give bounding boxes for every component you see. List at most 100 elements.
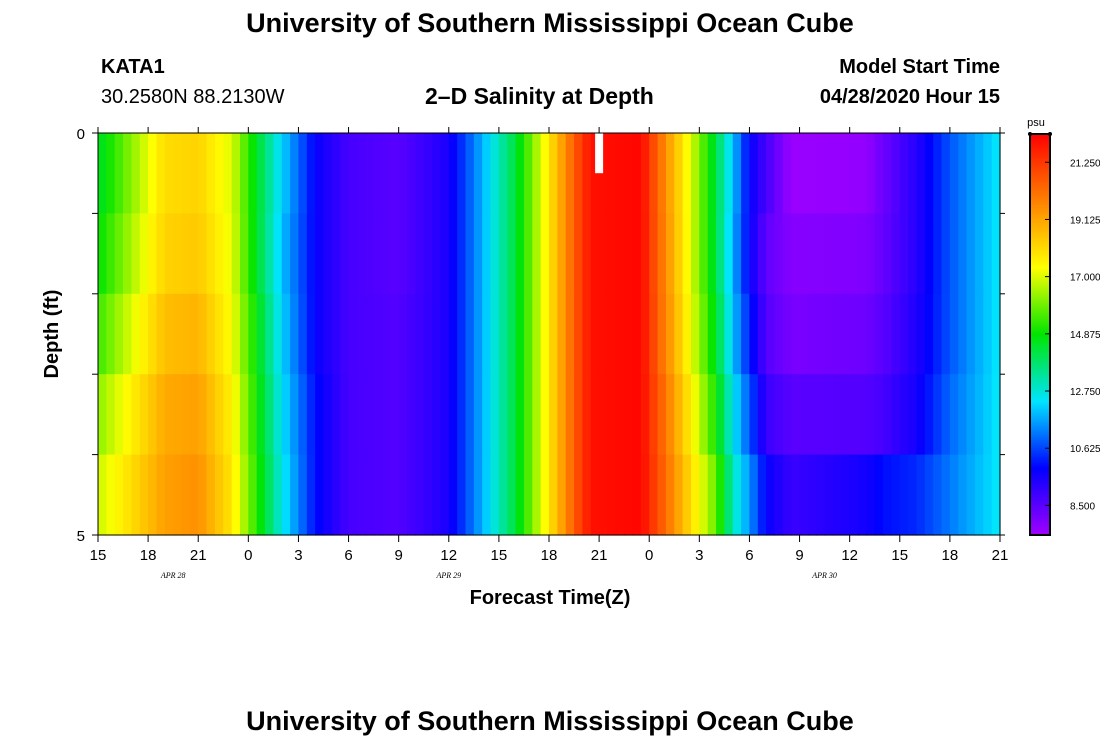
heatmap-cell <box>540 213 550 295</box>
heatmap-cell <box>448 213 458 295</box>
model-start-value: 04/28/2020 Hour 15 <box>819 86 1000 108</box>
heatmap-cell <box>866 133 876 214</box>
heatmap-cell <box>181 213 191 295</box>
heatmap-cell <box>849 213 859 295</box>
heatmap-cell <box>632 454 642 536</box>
heatmap-cell <box>131 374 141 456</box>
heatmap-cell <box>632 133 642 214</box>
heatmap-cell <box>473 133 483 214</box>
heatmap-cell <box>941 293 951 375</box>
heatmap-cell <box>265 454 274 536</box>
heatmap-cell <box>482 454 492 536</box>
heatmap-cell <box>858 133 867 214</box>
heatmap-cell <box>549 293 558 375</box>
colorbar <box>1029 133 1051 536</box>
heatmap-cell <box>440 293 450 375</box>
x-tick-label: 0 <box>645 547 653 564</box>
heatmap-cell <box>265 213 274 295</box>
x-tick-label: 6 <box>344 547 352 564</box>
heatmap-cell <box>340 213 350 295</box>
heatmap-cell <box>131 213 141 295</box>
heatmap-cell <box>415 133 425 214</box>
heatmap-cell <box>732 454 742 536</box>
heatmap-cell <box>290 374 300 456</box>
heatmap-cell <box>891 213 901 295</box>
heatmap-cell <box>306 374 316 456</box>
heatmap-cell <box>173 133 183 214</box>
heatmap-cell <box>390 293 400 375</box>
heatmap-cell <box>290 133 300 214</box>
heatmap-cell <box>799 374 809 456</box>
heatmap-cell <box>816 213 826 295</box>
heatmap-cell <box>924 133 934 214</box>
heatmap-cell <box>123 293 133 375</box>
heatmap-cell <box>273 374 283 456</box>
heatmap-cell <box>974 213 984 295</box>
heatmap-cell <box>323 454 333 536</box>
heatmap-cell <box>707 133 717 214</box>
heatmap-cell <box>908 293 918 375</box>
heatmap-cell <box>883 454 893 536</box>
heatmap-cell <box>98 454 107 536</box>
heatmap-cell <box>398 213 408 295</box>
heatmap-cell <box>665 133 675 214</box>
heatmap-cell <box>640 213 650 295</box>
heatmap-cell <box>139 374 149 456</box>
heatmap-cell <box>924 454 934 536</box>
heatmap-cell <box>690 293 700 375</box>
heatmap-cell <box>407 293 416 375</box>
heatmap-cell <box>432 454 442 536</box>
heatmap-cell <box>933 293 943 375</box>
heatmap-cell <box>356 293 366 375</box>
heatmap-cell <box>106 133 116 214</box>
y-tick-label: 0 <box>77 126 85 143</box>
heatmap-cell <box>448 133 458 214</box>
heatmap-cell <box>908 213 918 295</box>
heatmap-cell <box>699 213 709 295</box>
heatmap-cell <box>924 213 934 295</box>
heatmap-cell <box>348 374 358 456</box>
heatmap-cell <box>883 374 893 456</box>
heatmap-cell <box>273 133 283 214</box>
heatmap-cell <box>432 293 442 375</box>
heatmap-cell <box>164 454 174 536</box>
heatmap-cell <box>365 454 375 536</box>
heatmap-cell <box>131 133 141 214</box>
heatmap-cell <box>532 213 542 295</box>
heatmap-cell <box>106 293 116 375</box>
heatmap-cell <box>590 454 600 536</box>
heatmap-cell <box>365 133 375 214</box>
heatmap-cell <box>732 213 742 295</box>
x-tick-label: 12 <box>440 547 457 564</box>
heatmap-cell <box>974 293 984 375</box>
heatmap-cell <box>549 213 558 295</box>
heatmap-cell <box>448 454 458 536</box>
heatmap-cell <box>624 374 634 456</box>
heatmap-cell <box>690 374 700 456</box>
heatmap-cell <box>432 374 442 456</box>
heatmap-cell <box>841 454 851 536</box>
heatmap-cell <box>632 293 642 375</box>
heatmap-cell <box>574 374 584 456</box>
heatmap-cell <box>557 213 567 295</box>
heatmap-cell <box>858 213 867 295</box>
heatmap-cell <box>231 293 241 375</box>
heatmap-cell <box>523 454 533 536</box>
heatmap-cell <box>114 454 124 536</box>
x-tick-label: 6 <box>745 547 753 564</box>
colorbar-corner-dot <box>1048 132 1052 136</box>
heatmap-cell <box>949 454 959 536</box>
heatmap-cell <box>657 133 667 214</box>
heatmap-cell <box>490 133 500 214</box>
heatmap-cell <box>540 293 550 375</box>
heatmap-cell <box>549 374 558 456</box>
heatmap-cell <box>407 133 416 214</box>
heatmap-cell <box>824 133 834 214</box>
heatmap-cell <box>924 374 934 456</box>
heatmap-cell <box>674 293 684 375</box>
heatmap-cell <box>482 293 492 375</box>
x-tick-label: 21 <box>591 547 608 564</box>
heatmap-cell <box>181 133 191 214</box>
heatmap-cell <box>423 374 433 456</box>
heatmap-cell <box>582 133 592 214</box>
